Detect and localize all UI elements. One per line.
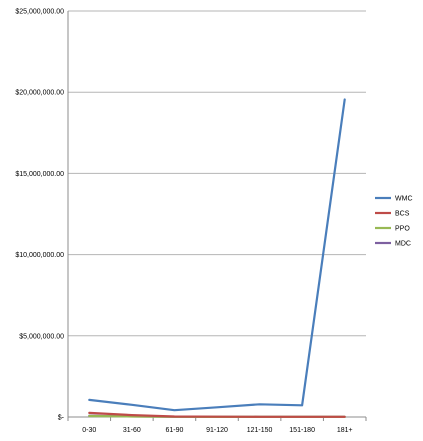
x-tick-label: 151-180 xyxy=(289,427,315,434)
legend-label: BCS xyxy=(395,211,410,218)
y-tick-label: $- xyxy=(58,415,65,422)
y-tick-label: $5,000,000.00 xyxy=(19,333,64,340)
y-tick-label: $15,000,000.00 xyxy=(15,171,64,178)
axes xyxy=(67,11,367,421)
x-axis-tick-labels: 0-30 31-60 61-90 91-120 121-150 151-180 181+ xyxy=(82,427,352,434)
y-tick-label: $25,000,000.00 xyxy=(15,9,64,16)
series-line-bcs xyxy=(88,411,346,418)
x-tick-label: 121-150 xyxy=(247,427,273,434)
x-tick-label: 181+ xyxy=(337,427,353,434)
legend: WMC BCS PPO MDC xyxy=(375,196,413,248)
legend-label: MDC xyxy=(395,241,411,248)
legend-label: WMC xyxy=(395,196,413,203)
y-tick-label: $10,000,000.00 xyxy=(15,252,64,259)
series-lines xyxy=(88,98,346,418)
legend-label: PPO xyxy=(395,226,410,233)
x-tick-label: 91-120 xyxy=(206,427,228,434)
series-line-wmc xyxy=(88,98,346,412)
y-axis-tick-labels: $- $5,000,000.00 $10,000,000.00 $15,000,000… xyxy=(15,9,64,422)
y-tick-label: $20,000,000.00 xyxy=(15,90,64,97)
x-tick-label: 0-30 xyxy=(82,427,96,434)
x-tick-label: 31-60 xyxy=(123,427,141,434)
x-tick-label: 61-90 xyxy=(165,427,183,434)
gridlines xyxy=(68,10,366,418)
